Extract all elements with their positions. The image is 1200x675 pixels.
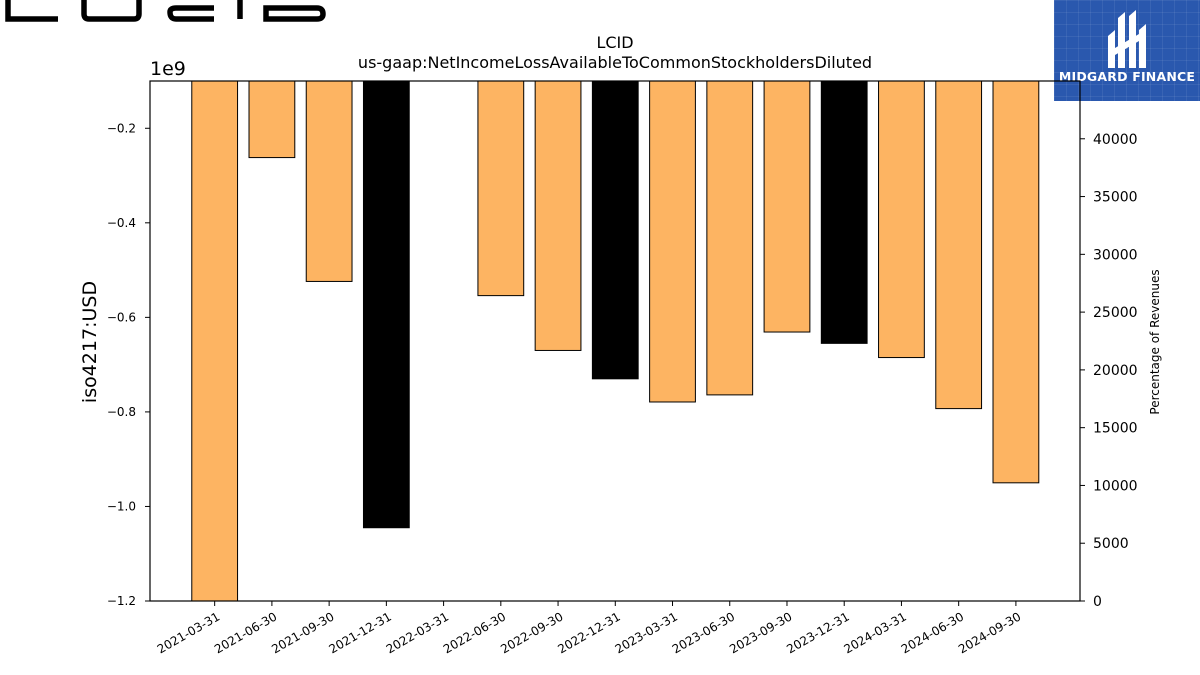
- bar-2021-09-30: [305, 80, 353, 282]
- y2-tick-label: 30000: [1093, 247, 1138, 263]
- bar-2024-09-30: [992, 80, 1040, 484]
- bar-2021-06-30: [248, 80, 296, 159]
- bars-group: [191, 80, 1040, 602]
- x-tick-label: 2022-03-31: [384, 609, 451, 656]
- x-tick-label: 2021-03-31: [155, 609, 222, 656]
- bar-2023-03-31: [649, 80, 696, 403]
- y2-tick-label: 15000: [1093, 421, 1138, 437]
- y-offset-label: 1e9: [150, 58, 186, 80]
- x-tick-label: 2024-09-30: [956, 609, 1023, 656]
- midgard-brand-text: MIDGARD FINANCE: [1058, 69, 1196, 84]
- x-tick-label: 2022-09-30: [498, 609, 565, 656]
- y2-tick-label: 5000: [1093, 536, 1129, 552]
- x-tick-label: 2023-06-30: [670, 609, 737, 656]
- midgard-mark-icon: [1108, 10, 1146, 68]
- x-tick-label: 2023-09-30: [727, 609, 794, 656]
- bar-2022-12-31: [591, 80, 639, 380]
- y2-axis-label: Percentage of Revenues: [1148, 269, 1162, 414]
- y2-tick-label: 0: [1093, 594, 1102, 610]
- y2-tick-label: 10000: [1093, 478, 1138, 494]
- y-tick-label: −0.2: [107, 121, 136, 135]
- y-tick-label: −1.2: [107, 594, 136, 608]
- x-tick-label: 2024-06-30: [899, 609, 966, 656]
- x-tick-label: 2023-03-31: [613, 609, 680, 656]
- bar-2022-09-30: [534, 80, 582, 351]
- chart-subtitle: us-gaap:NetIncomeLossAvailableToCommonSt…: [358, 53, 872, 72]
- y2-tick-label: 25000: [1093, 305, 1138, 321]
- x-tick-label: 2023-12-31: [784, 609, 851, 656]
- bar-2024-06-30: [935, 80, 983, 410]
- y2-tick-label: 40000: [1093, 132, 1138, 148]
- y-tick-label: −0.6: [107, 310, 136, 324]
- x-tick-label: 2021-12-31: [326, 609, 393, 656]
- bar-2021-12-31: [362, 80, 410, 529]
- lucid-logo: [5, 0, 326, 22]
- bar-2021-03-31: [191, 80, 239, 602]
- y-axis-label: iso4217:USD: [79, 281, 101, 403]
- bar-2022-06-30: [477, 80, 525, 297]
- y-tick-label: −0.4: [107, 216, 136, 230]
- y-tick-label: −1.0: [107, 499, 136, 513]
- bar-2023-12-31: [820, 80, 868, 344]
- bar-2023-06-30: [706, 80, 754, 396]
- y-tick-label: −0.8: [107, 405, 136, 419]
- bar-2023-09-30: [763, 80, 811, 333]
- x-tick-label: 2024-03-31: [841, 609, 908, 656]
- chart-title: LCID: [596, 33, 633, 52]
- y2-tick-label: 35000: [1093, 190, 1138, 206]
- y2-tick-label: 20000: [1093, 363, 1138, 379]
- x-tick-label: 2022-12-31: [555, 609, 622, 656]
- bar-2024-03-31: [878, 80, 925, 359]
- x-tick-label: 2022-06-30: [441, 609, 508, 656]
- x-tick-label: 2021-09-30: [269, 609, 336, 656]
- midgard-finance-logo: MIDGARD FINANCE: [1054, 0, 1200, 101]
- x-tick-label: 2021-06-30: [212, 609, 279, 656]
